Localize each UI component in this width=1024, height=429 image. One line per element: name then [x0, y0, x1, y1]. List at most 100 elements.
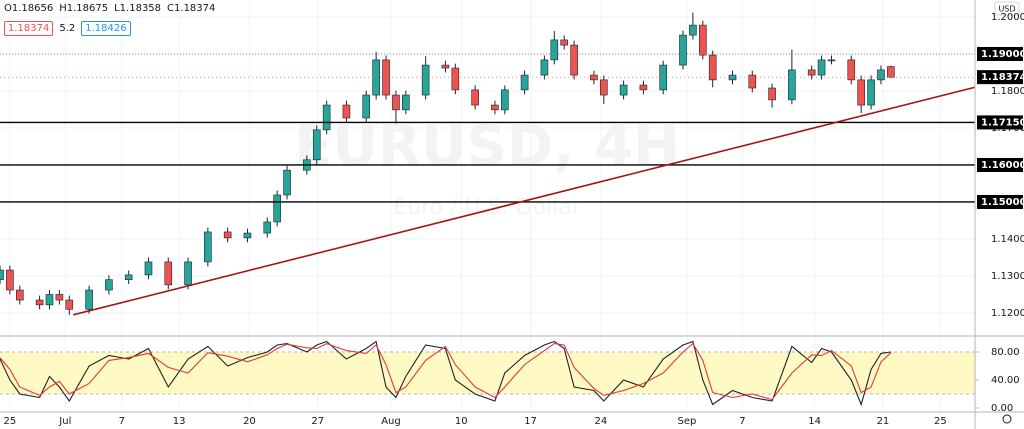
candle-body: [857, 79, 865, 106]
candle-body: [768, 87, 776, 101]
candle-body: [659, 64, 667, 91]
settings-icon[interactable]: [1002, 414, 1012, 424]
y-tick-label: 0.00: [991, 403, 1013, 414]
candle-body: [65, 299, 74, 310]
band: [0, 351, 975, 395]
x-tick-label: 7: [739, 416, 745, 427]
candle-body: [520, 74, 529, 91]
candle-body: [441, 64, 450, 69]
candle-body: [451, 67, 460, 91]
candle-body: [491, 104, 499, 111]
oscillator-line: [0, 342, 892, 401]
x-tick-label: 25: [4, 416, 17, 427]
candle-body: [817, 59, 826, 76]
level-label: 1.15000: [981, 197, 1024, 208]
candle-body: [619, 84, 628, 96]
candle-body: [471, 89, 479, 106]
candle-body: [570, 44, 578, 76]
x-tick-label: 14: [808, 416, 821, 427]
currency-box: [994, 1, 1020, 16]
ohlc-low: L1.18358: [114, 3, 162, 14]
candle-body: [263, 221, 272, 234]
last-price-box: [977, 70, 1023, 85]
watermark-subtitle: Euro / U.S. Dollar: [393, 195, 581, 220]
y-tick-label: 1.13000: [991, 271, 1024, 282]
candle-body: [550, 39, 559, 61]
candle-body: [105, 279, 113, 291]
candle-body: [164, 261, 173, 286]
level-label: 1.19000: [981, 49, 1024, 60]
candle-body: [788, 69, 796, 101]
quote-bar: 1.18374 5.2 1.18426: [4, 21, 131, 36]
candle-body: [708, 54, 717, 81]
ohlc-open: O1.18656: [4, 3, 54, 14]
x-tick-label: 27: [311, 416, 324, 427]
spread: 5.2: [59, 23, 76, 34]
candle-body: [679, 34, 687, 66]
x-tick-label: 10: [455, 416, 468, 427]
candle-body: [45, 294, 54, 306]
x-tick-label: Sep: [678, 416, 697, 427]
level-label-box: [977, 46, 1023, 61]
candle-body: [540, 59, 549, 76]
candle-body: [184, 261, 192, 286]
bid[interactable]: 1.18374: [4, 21, 54, 36]
candle-body: [312, 129, 321, 161]
candle-body: [382, 59, 390, 96]
oscillator-line: [0, 340, 891, 407]
candle-body: [501, 89, 509, 111]
candle-body: [847, 59, 856, 81]
candle-body: [342, 104, 351, 119]
candle-body: [877, 69, 885, 81]
x-tick-label: 17: [524, 416, 537, 427]
last-price-label: 1.18374: [981, 72, 1024, 83]
candle-body: [273, 194, 281, 223]
candle-body: [728, 74, 737, 81]
x-tick-label: Aug: [381, 416, 401, 427]
candle-body: [124, 274, 133, 280]
candle-body: [421, 64, 430, 96]
x-tick-label: 20: [243, 416, 256, 427]
candle-body: [689, 24, 697, 36]
y-tick-label: 40.00: [991, 375, 1020, 386]
candle-body: [600, 79, 608, 96]
y-tick-label: 1.18000: [991, 86, 1024, 97]
ask[interactable]: 1.18426: [81, 21, 131, 36]
candle-body: [204, 231, 212, 263]
ohlc-high: H1.18675: [59, 3, 109, 14]
candle-body: [698, 24, 707, 56]
candle-body: [392, 94, 400, 111]
candle-body: [590, 74, 598, 81]
candle-body: [35, 299, 44, 306]
y-tick-label: 80.00: [991, 347, 1020, 358]
x-tick-label: 25: [934, 416, 947, 427]
candle-body: [887, 66, 895, 78]
trendline: [73, 86, 976, 316]
x-tick-label: 7: [119, 416, 125, 427]
y-tick-label: 1.12000: [991, 308, 1024, 319]
level-label-box: [977, 115, 1023, 130]
candle-body: [827, 59, 836, 62]
candle-body: [243, 232, 252, 239]
candle-body: [15, 289, 24, 301]
level-label: 1.16000: [981, 160, 1024, 171]
y-tick-label: 1.14000: [991, 234, 1024, 245]
candle-body: [322, 104, 331, 131]
candle-body: [867, 79, 875, 106]
candle-body: [85, 289, 93, 310]
x-tick-label: 24: [594, 416, 607, 427]
x-tick-label: Jul: [58, 416, 71, 427]
candle-body: [0, 269, 4, 280]
candle-body: [223, 231, 232, 239]
level-label: 1.17150: [981, 117, 1024, 128]
level-label-box: [977, 194, 1023, 209]
candle-body: [402, 94, 410, 111]
candle-body: [362, 94, 371, 119]
candle-body: [807, 69, 816, 76]
candle-body: [560, 39, 569, 46]
candle-body: [6, 269, 14, 291]
candle-body: [55, 294, 64, 301]
candle-body: [144, 261, 153, 276]
